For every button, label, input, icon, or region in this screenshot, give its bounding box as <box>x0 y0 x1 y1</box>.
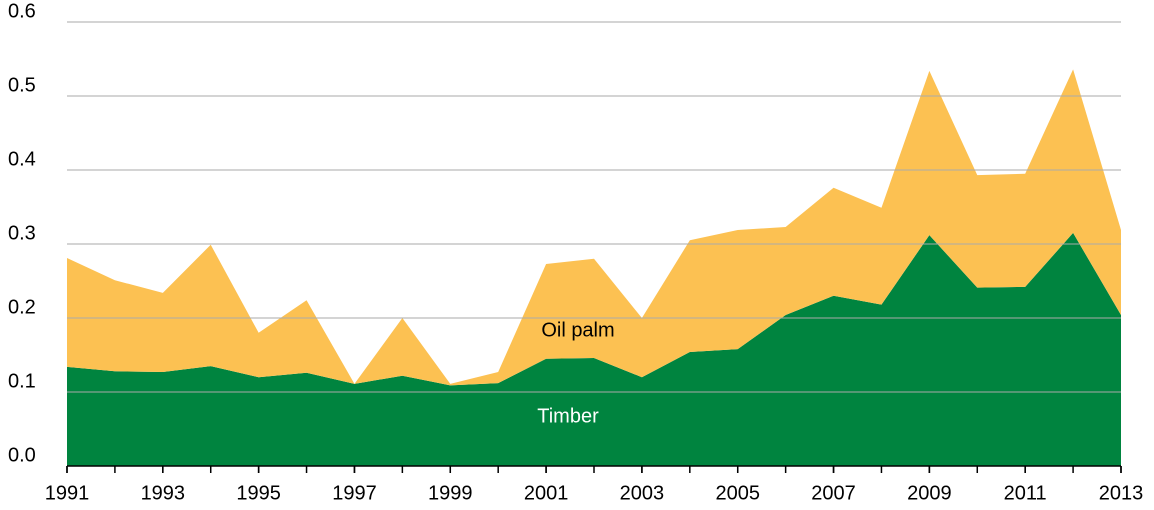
x-tick-label: 2009 <box>907 482 952 504</box>
x-tick-label: 2007 <box>811 482 856 504</box>
x-tick-label: 2011 <box>1004 482 1047 504</box>
x-tick-label: 1999 <box>428 482 473 504</box>
x-tick-label: 1995 <box>236 482 281 504</box>
x-tick-label: 1997 <box>332 482 377 504</box>
x-tick-label: 1991 <box>45 482 90 504</box>
y-tick-label: 0.2 <box>8 296 36 318</box>
y-tick-label: 0.5 <box>8 74 36 96</box>
y-tick-label: 0.1 <box>8 370 36 392</box>
x-tick-label: 2013 <box>1099 482 1144 504</box>
area <box>67 232 1121 466</box>
y-tick-label: 0.6 <box>8 0 36 22</box>
y-tick-label: 0.4 <box>8 148 36 170</box>
x-tick-label: 1993 <box>141 482 186 504</box>
y-tick-label: 0.3 <box>8 222 36 244</box>
x-tick-label: 2001 <box>524 482 569 504</box>
y-tick-label: 0.0 <box>8 444 36 466</box>
x-tick-label: 2003 <box>620 482 665 504</box>
area <box>67 69 1121 386</box>
series-label: Timber <box>537 405 599 427</box>
series-label: Oil palm <box>541 319 614 341</box>
x-tick-label: 2005 <box>715 482 760 504</box>
